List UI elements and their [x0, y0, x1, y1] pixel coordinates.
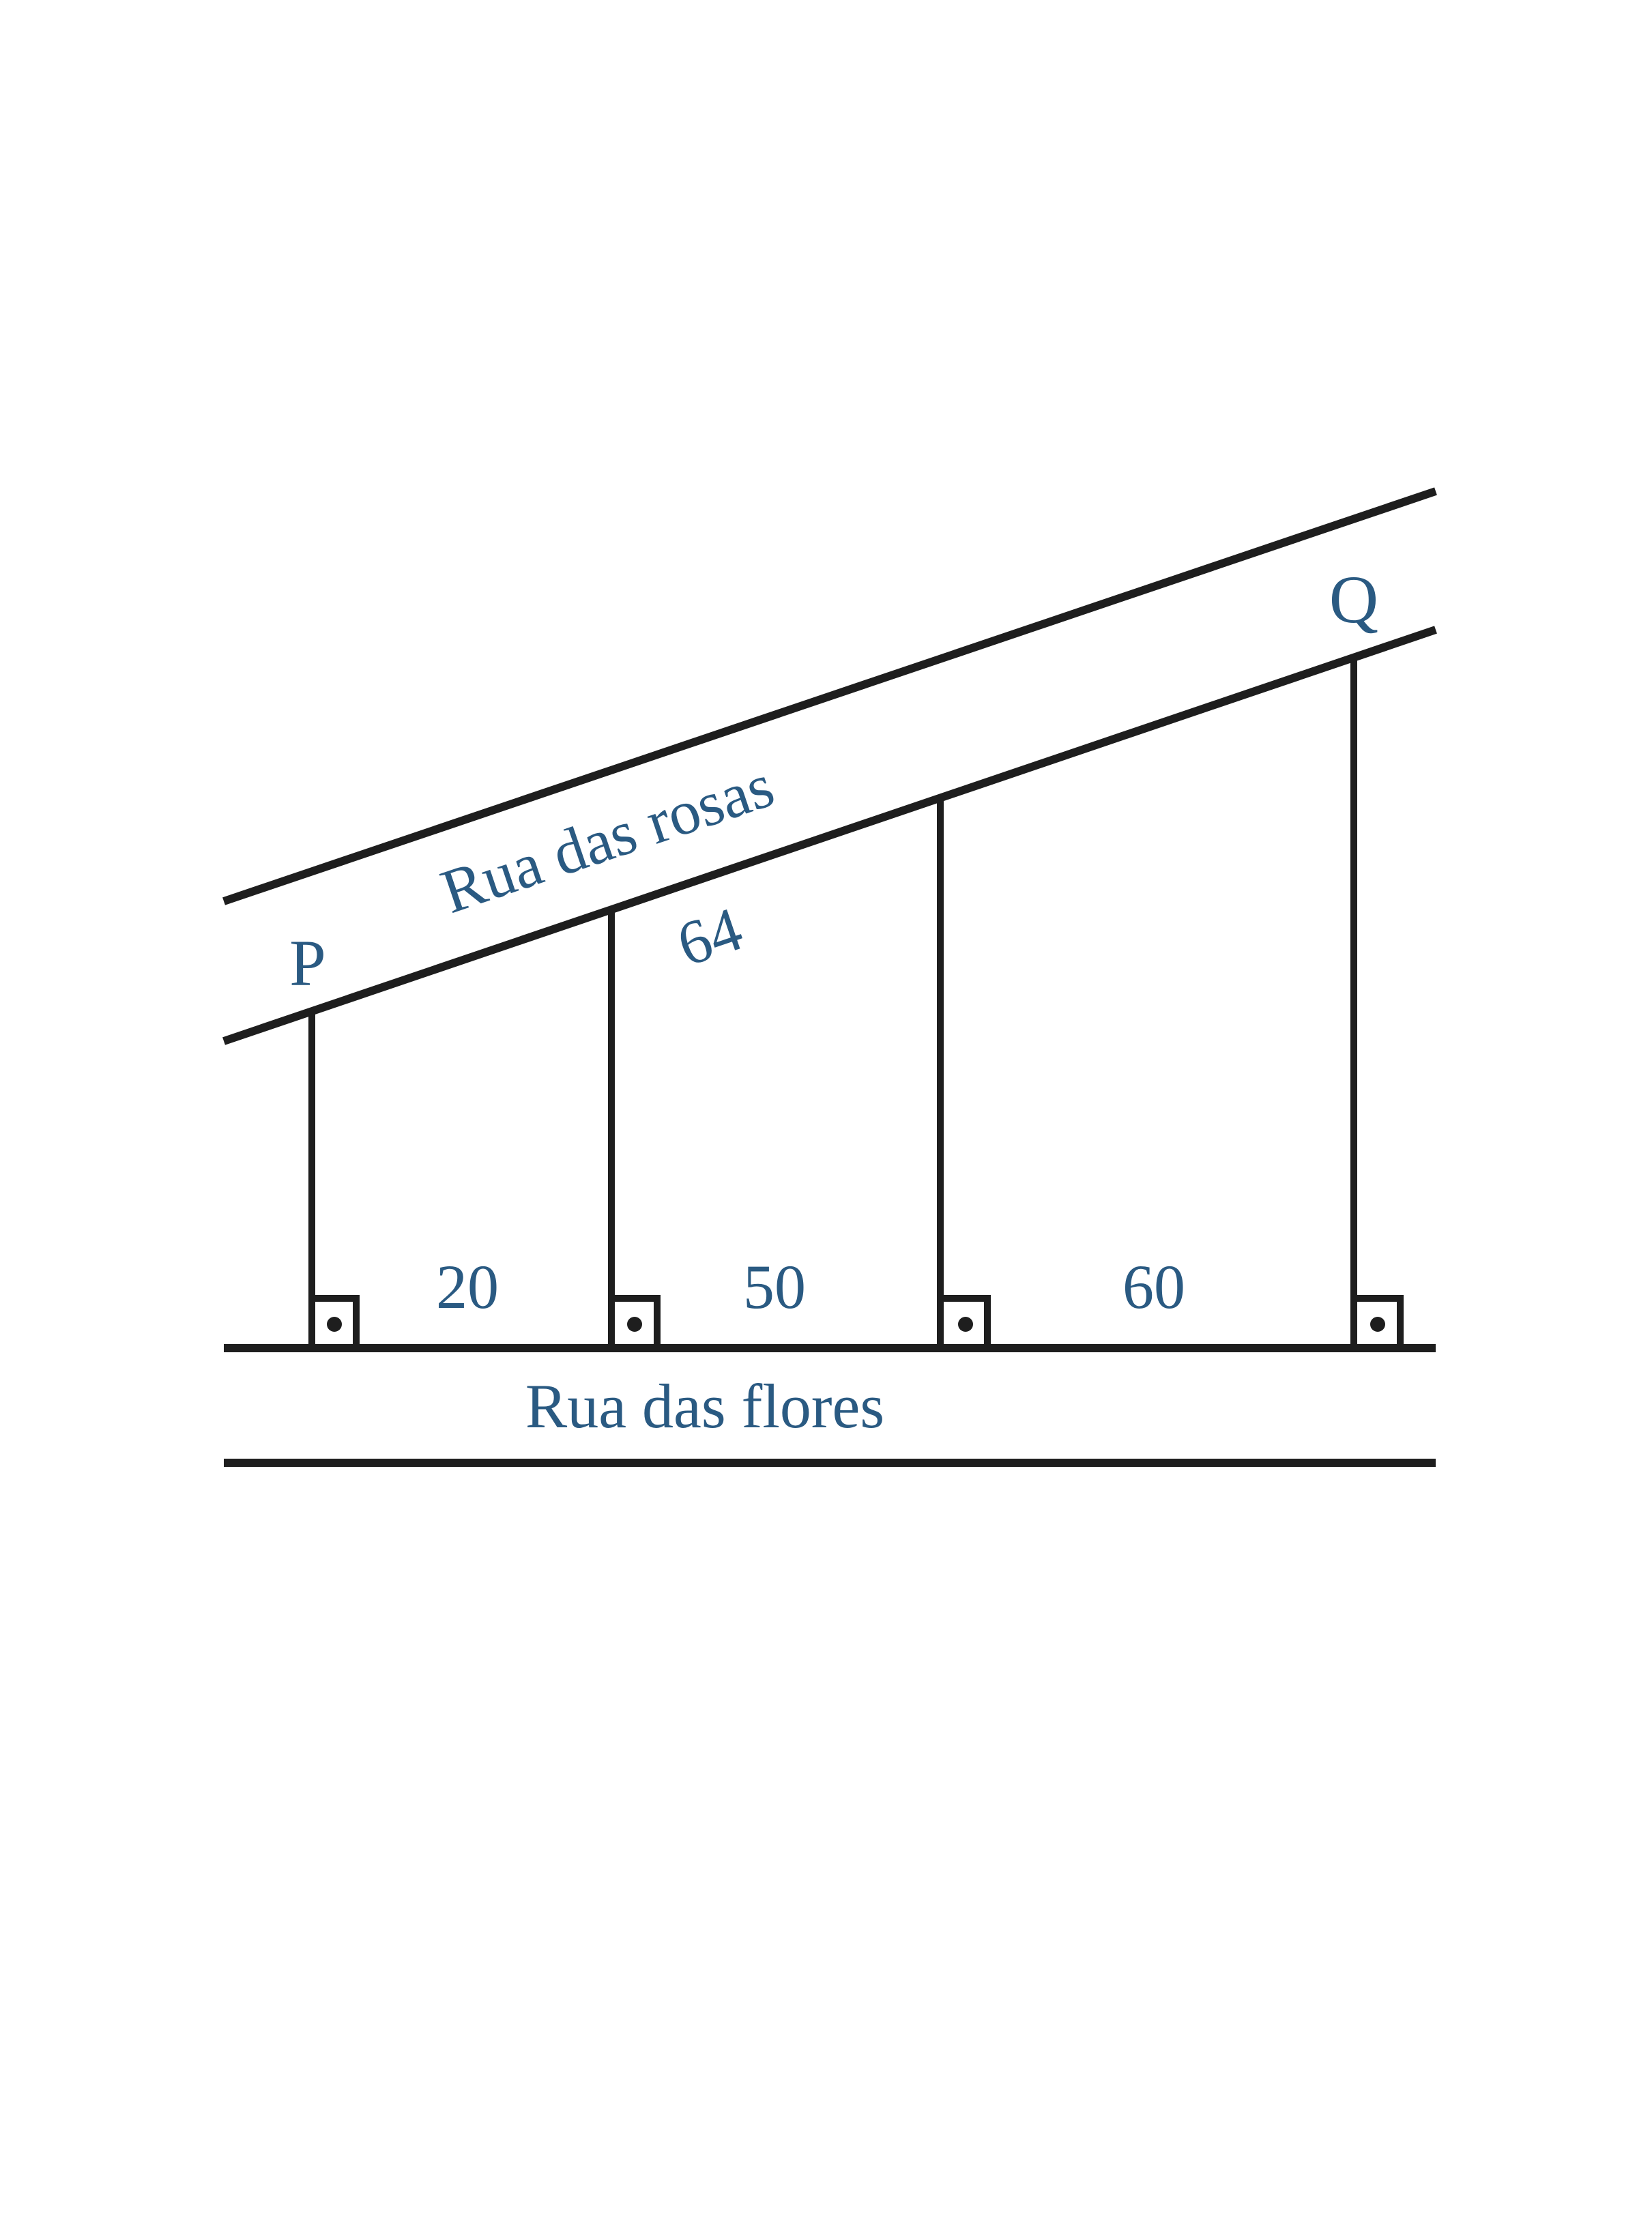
bottom-measure-label: 20	[436, 1252, 499, 1322]
point-label-q: Q	[1329, 562, 1378, 637]
street-label-flores: Rua das flores	[525, 1371, 884, 1441]
right-angle-icon	[1354, 1295, 1404, 1348]
right-angle-icon	[940, 1295, 991, 1348]
rosas-street-upper-edge	[222, 487, 1437, 905]
front-measure-label: 64	[669, 894, 751, 980]
point-label-p: P	[289, 927, 325, 1000]
bottom-measure-label: 60	[1122, 1252, 1185, 1322]
rosas-street-lower-edge	[222, 626, 1437, 1045]
right-angle-icon	[312, 1295, 360, 1348]
right-angle-icon	[611, 1295, 661, 1348]
bottom-measure-label: 50	[743, 1252, 806, 1322]
